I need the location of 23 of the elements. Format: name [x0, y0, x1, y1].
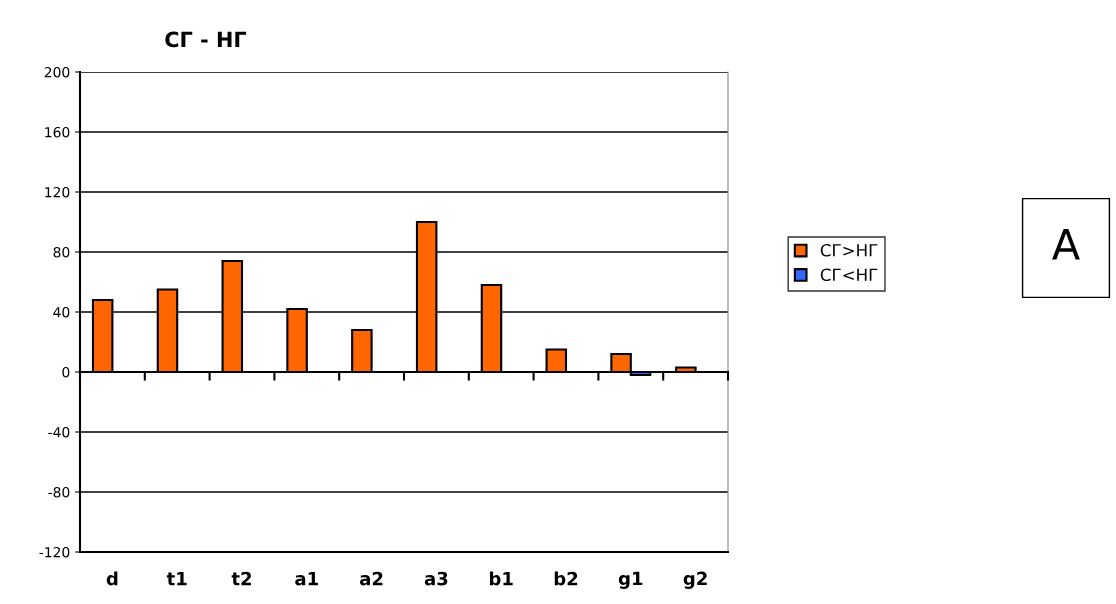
- x-tick-label: t2: [231, 571, 252, 586]
- legend-label: СГ>НГ: [820, 244, 878, 257]
- chart-title: СГ - НГ: [165, 31, 247, 48]
- y-tick-label: 40: [53, 306, 70, 318]
- y-tick-label: 0: [62, 366, 70, 378]
- x-tick-label: b1: [489, 571, 513, 586]
- text: A: [1052, 229, 1080, 260]
- x-tick-label: a2: [360, 571, 383, 586]
- x-tick-label: d: [106, 571, 118, 586]
- y-tick-label: -40: [48, 426, 70, 438]
- y-tick-label: 160: [45, 126, 70, 138]
- y-tick-label: 80: [53, 246, 70, 258]
- x-tick-label: t1: [166, 572, 187, 586]
- x-tick-label: a1: [295, 572, 318, 586]
- y-tick-label: 120: [45, 186, 70, 198]
- x-tick-label: b2: [554, 571, 578, 586]
- y-tick-label: 200: [44, 66, 70, 78]
- x-tick-label: g1: [618, 571, 643, 589]
- x-tick-label: g2: [683, 571, 707, 589]
- x-tick-label: a3: [424, 571, 448, 586]
- legend-label: СГ<НГ: [820, 268, 878, 282]
- y-tick-label: -80: [48, 486, 70, 498]
- y-tick-label: -120: [39, 546, 70, 558]
